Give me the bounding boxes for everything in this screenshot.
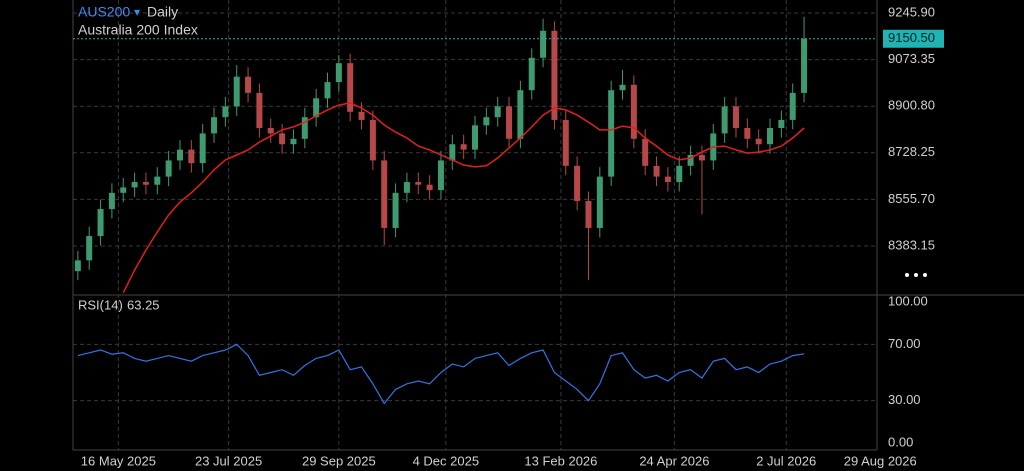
- candle-body: [392, 192, 399, 228]
- candle-body: [165, 160, 172, 177]
- candle-body: [426, 184, 433, 191]
- candle-body: [676, 165, 683, 183]
- candle-body: [279, 133, 286, 145]
- rsi-line: [77, 343, 805, 405]
- moving-average: [122, 102, 805, 294]
- candle-body: [381, 160, 388, 228]
- candle-body: [142, 182, 149, 185]
- candle-body: [313, 98, 320, 118]
- candle-body: [86, 236, 93, 261]
- candle-body: [154, 176, 161, 185]
- candle-body: [608, 90, 615, 177]
- candle-body: [528, 57, 535, 91]
- candle-body: [415, 182, 422, 185]
- candle-body: [619, 84, 626, 91]
- x-tick-label: 24 Apr 2026: [639, 453, 709, 468]
- candle-body: [199, 133, 206, 164]
- candle-body: [540, 30, 547, 58]
- candle-body: [211, 117, 218, 134]
- symbol[interactable]: AUS200: [78, 4, 130, 20]
- last-price-badge: [883, 29, 944, 48]
- candle-body: [574, 165, 581, 201]
- candle-body: [664, 176, 671, 183]
- candle-body: [369, 119, 376, 161]
- x-tick-label: 29 Sep 2025: [302, 453, 376, 468]
- candle-body: [472, 125, 478, 150]
- x-tick-label: 2 Jul 2026: [756, 453, 816, 468]
- candle-body: [97, 209, 104, 237]
- candle-body: [494, 106, 501, 118]
- candle-body: [517, 90, 524, 139]
- candle-body: [789, 92, 796, 120]
- candle-body: [120, 187, 127, 193]
- candle-body: [335, 63, 342, 83]
- candle-body: [551, 30, 558, 120]
- rsi-value: 63.25: [127, 297, 160, 312]
- y-tick-label: 9073.35: [888, 51, 935, 66]
- y-tick-label: 8555.70: [888, 191, 935, 206]
- rsi-tick-label: 100.00: [888, 293, 928, 308]
- rsi-tick-label: 0.00: [888, 434, 913, 449]
- candle-body: [596, 176, 603, 228]
- x-tick-label: 4 Dec 2025: [413, 453, 480, 468]
- candle-body: [562, 119, 569, 166]
- candle-body: [188, 149, 195, 164]
- candle-body: [176, 149, 183, 161]
- y-tick-label: 9245.90: [888, 4, 935, 19]
- candle-body: [245, 76, 252, 93]
- candle-body: [437, 160, 444, 191]
- candle-body: [108, 192, 115, 210]
- y-tick-label: 8900.80: [888, 98, 935, 113]
- plot-area: [73, 0, 877, 450]
- candle-body: [721, 106, 728, 134]
- candle-body: [801, 38, 808, 93]
- candle-body: [290, 138, 297, 145]
- rsi-label: RSI(14): [78, 297, 123, 312]
- candle-body: [267, 128, 274, 134]
- candle-body: [131, 182, 138, 188]
- dot[interactable]: [923, 273, 927, 277]
- candle-body: [301, 117, 308, 139]
- candle-body: [778, 119, 785, 129]
- rsi-tick-label: 30.00: [888, 392, 921, 407]
- candle-body: [233, 76, 240, 107]
- x-tick-label: 23 Jul 2025: [195, 453, 262, 468]
- candle-body: [506, 106, 513, 139]
- candle-body: [347, 63, 354, 112]
- x-tick-label: 16 May 2025: [81, 453, 156, 468]
- candle-body: [755, 138, 762, 145]
- candle-body: [698, 155, 705, 161]
- candle-body: [460, 144, 467, 150]
- more-menu[interactable]: [905, 273, 927, 277]
- candle-body: [74, 260, 81, 272]
- candle-body: [222, 106, 229, 118]
- candle-body: [585, 200, 592, 228]
- candle-body: [483, 117, 490, 126]
- candle-body: [449, 144, 456, 161]
- candle-body: [732, 106, 739, 129]
- x-tick-label: 29 Aug 2026: [844, 453, 917, 468]
- candle-body: [256, 92, 263, 129]
- symbol-dropdown[interactable]: ▾: [134, 5, 140, 19]
- candle-body: [358, 111, 365, 120]
- instrument-name: Australia 200 Index: [78, 22, 198, 38]
- candle-body: [642, 138, 649, 166]
- candle-body: [744, 128, 751, 139]
- y-tick-label: 8383.15: [888, 237, 935, 252]
- rsi-tick-label: 70.00: [888, 336, 921, 351]
- interval[interactable]: Daily: [147, 4, 178, 20]
- candle-body: [767, 128, 774, 145]
- x-tick-label: 13 Feb 2026: [524, 453, 597, 468]
- candle-body: [403, 182, 410, 193]
- dot[interactable]: [905, 273, 909, 277]
- candle-body: [653, 165, 660, 177]
- candle-body: [630, 84, 637, 139]
- y-tick-label: 8728.25: [888, 144, 935, 159]
- dot[interactable]: [914, 273, 918, 277]
- candle-body: [687, 155, 694, 166]
- candle-body: [324, 82, 331, 99]
- last-price-label: 9150.50: [888, 30, 935, 45]
